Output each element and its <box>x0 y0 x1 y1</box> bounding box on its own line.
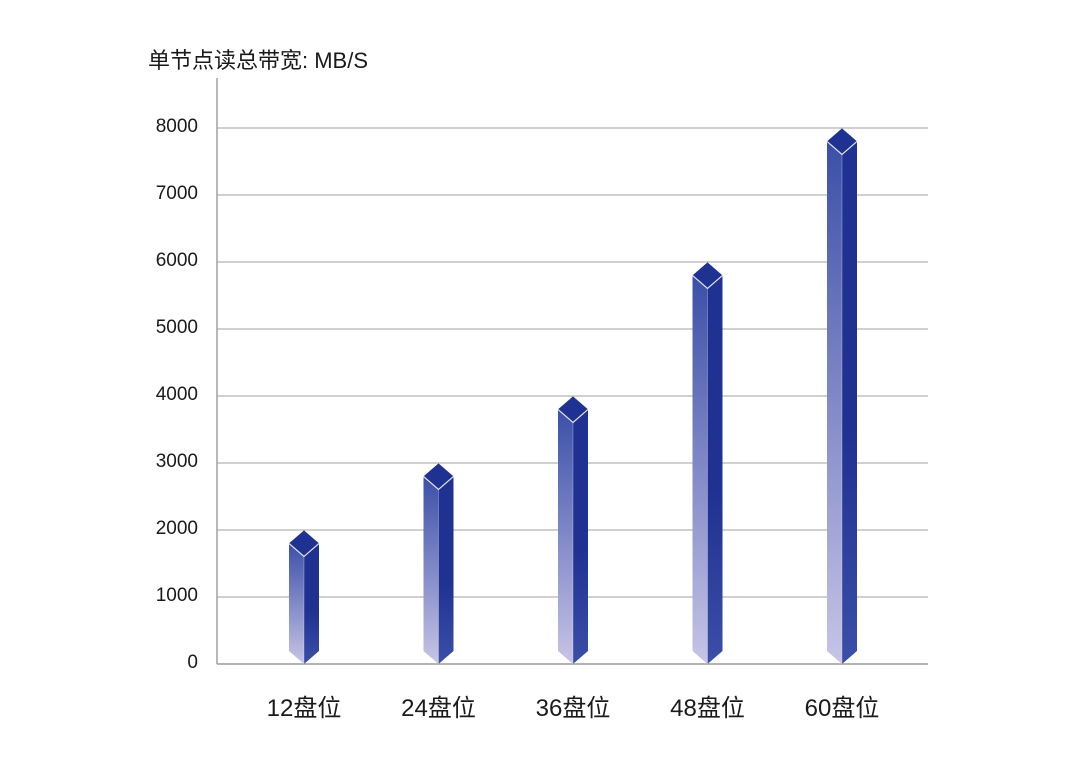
bar-right-face <box>438 476 454 664</box>
y-tick-label: 3000 <box>156 451 198 472</box>
bar-left-face <box>558 409 573 664</box>
bar-left-face <box>423 476 439 664</box>
bar-cap-edge <box>423 475 454 491</box>
x-tick-label: 48盘位 <box>670 695 745 722</box>
x-tick-label: 36盘位 <box>536 695 611 722</box>
y-tick-label: 7000 <box>156 183 198 204</box>
bar <box>557 396 589 664</box>
bar <box>288 530 320 664</box>
bar <box>826 128 858 664</box>
bars <box>288 128 858 664</box>
y-axis-title: 单节点读总带宽: MB/S <box>148 48 368 73</box>
x-tick-labels: 12盘位 24盘位 36盘位 48盘位 60盘位 <box>267 695 880 722</box>
x-tick-label: 24盘位 <box>401 695 476 722</box>
bar <box>423 463 454 664</box>
y-tick-labels: 0 1000 2000 3000 4000 5000 6000 7000 8000 <box>156 116 198 673</box>
bar-left-face <box>289 543 304 664</box>
bar-left-face <box>692 275 708 664</box>
y-tick-label: 5000 <box>156 317 198 338</box>
bar-cap-edge <box>826 140 858 156</box>
bar-cap-edge <box>692 274 723 290</box>
bar-right-face <box>707 275 723 664</box>
y-tick-label: 0 <box>187 652 198 673</box>
y-tick-label: 8000 <box>156 116 198 137</box>
bar-right-face <box>304 543 319 664</box>
bar-cap-edge <box>557 408 589 424</box>
y-tick-label: 6000 <box>156 250 198 271</box>
bar-left-face <box>827 141 842 664</box>
bar <box>692 262 723 664</box>
bar-right-face <box>573 409 588 664</box>
y-tick-label: 1000 <box>156 585 198 606</box>
bar-cap-edge <box>288 542 320 558</box>
y-tick-label: 2000 <box>156 518 198 539</box>
y-tick-label: 4000 <box>156 384 198 405</box>
bar-right-face <box>842 141 857 664</box>
x-tick-label: 60盘位 <box>805 695 880 722</box>
x-tick-label: 12盘位 <box>267 695 342 722</box>
